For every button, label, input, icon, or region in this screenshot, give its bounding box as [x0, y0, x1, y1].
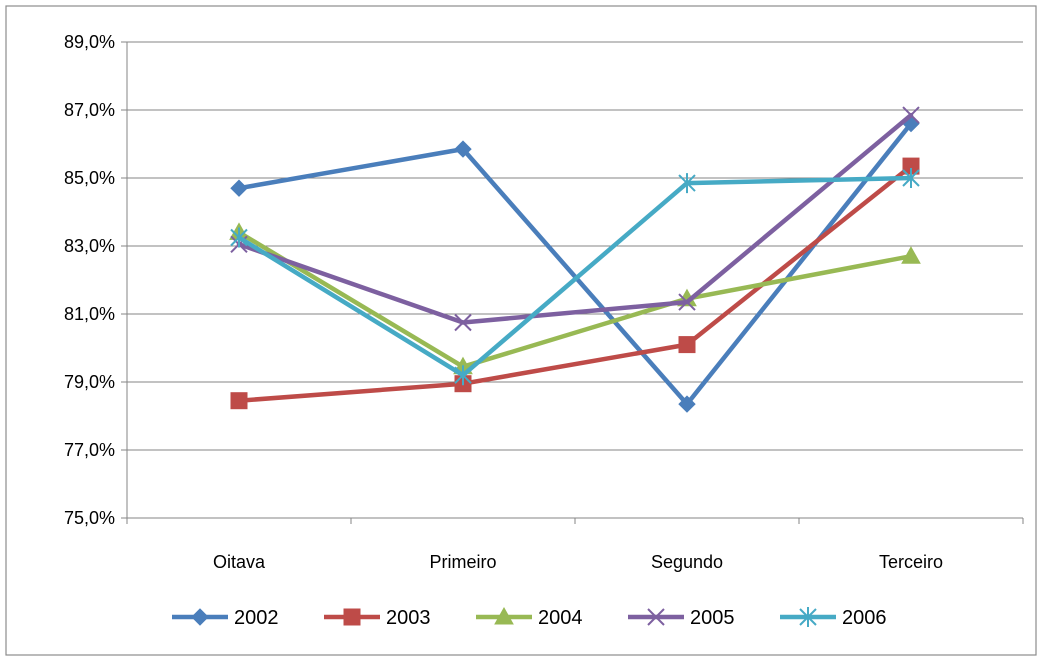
legend-label-2005: 2005: [690, 607, 735, 629]
x-tick-labels: Oitava Primeiro Segundo Terceiro: [213, 552, 943, 572]
legend-label-2002: 2002: [234, 607, 279, 629]
series-line-2005: [236, 112, 914, 325]
data-point-square: [678, 336, 696, 354]
data-point-x: [454, 313, 472, 332]
y-tick-label: 79,0%: [64, 372, 115, 392]
y-tick-label: 85,0%: [64, 168, 115, 188]
data-point-diamond: [678, 395, 696, 413]
x-tick-label: Segundo: [651, 552, 723, 572]
series-line-2006: [236, 175, 914, 378]
data-point-star: [454, 365, 472, 386]
legend: 2002 2003 2004 2005 2006: [172, 606, 887, 629]
chart-border: [5, 5, 1037, 656]
legend-label-2006: 2006: [842, 607, 887, 629]
y-tick-label: 75,0%: [64, 508, 115, 528]
data-point-diamond: [454, 140, 472, 158]
series-line-2003: [236, 163, 914, 403]
data-series: [229, 106, 921, 413]
data-point-diamond: [191, 608, 209, 626]
series-line-2004: [236, 230, 914, 369]
y-tick-labels: 75,0% 77,0% 79,0% 81,0% 83,0% 85,0% 87,0% 89,0%: [64, 32, 115, 528]
data-point-star: [799, 607, 817, 627]
legend-label-2004: 2004: [538, 607, 583, 629]
data-point-x: [678, 293, 696, 311]
y-tick-label: 77,0%: [64, 440, 115, 460]
data-point-x: [647, 608, 665, 626]
data-point-triangle: [494, 606, 514, 625]
y-tick-label: 81,0%: [64, 304, 115, 324]
y-tick-label: 87,0%: [64, 100, 115, 120]
x-tick-label: Oitava: [213, 552, 266, 572]
data-point-star: [902, 168, 920, 188]
data-point-star: [678, 173, 696, 194]
data-point-square: [343, 608, 361, 626]
grid-lines: [127, 41, 1023, 451]
data-point-x: [902, 106, 920, 124]
data-point-star: [230, 227, 248, 248]
y-tick-label: 89,0%: [64, 32, 115, 52]
x-tick-label: Primeiro: [429, 552, 496, 572]
data-point-square: [230, 392, 248, 410]
legend-label-2003: 2003: [386, 607, 431, 629]
y-tick-label: 83,0%: [64, 236, 115, 256]
x-tick-label: Terceiro: [879, 552, 943, 572]
data-point-triangle: [901, 246, 921, 264]
data-point-diamond: [230, 179, 248, 197]
axes: [121, 41, 1024, 524]
